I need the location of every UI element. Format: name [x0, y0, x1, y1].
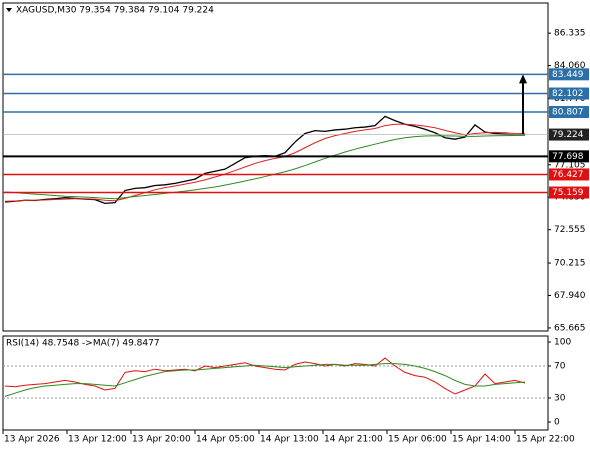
last-price-label: 79.224 [552, 130, 584, 140]
series-line [4, 357, 526, 395]
y-tick-label: 86.335 [554, 29, 586, 39]
level-label-bg [549, 68, 589, 81]
x-tick-label: 15 Apr 14:00 [452, 435, 511, 445]
level-label-bg [549, 186, 589, 199]
y-tick-label: 100 [554, 338, 571, 348]
y-tick-label: 0 [554, 418, 560, 428]
y-tick-label: 72.555 [554, 225, 586, 235]
level-label: 77.698 [552, 152, 584, 162]
level-label-bg [549, 105, 589, 118]
level-label-bg [549, 150, 589, 163]
level-label-bg [549, 87, 589, 100]
y-tick-label: 65.665 [554, 323, 586, 333]
rsi-frame [2, 335, 549, 431]
series-line [4, 134, 526, 200]
level-label: 83.449 [552, 70, 584, 80]
x-tick-label: 15 Apr 06:00 [388, 435, 447, 445]
y-tick-label: 70 [554, 362, 566, 372]
y-tick-label: 67.940 [554, 291, 586, 301]
y-tick-label: 30 [554, 394, 566, 404]
series-line [4, 115, 526, 205]
chart-title: XAGUSD,M30 79.354 79.384 79.104 79.224 [16, 6, 214, 16]
series-line [4, 123, 526, 202]
x-tick-label: 14 Apr 13:00 [260, 435, 319, 445]
last-price-bg [549, 128, 589, 141]
level-label: 82.102 [552, 89, 584, 99]
level-label: 76.427 [552, 170, 584, 180]
x-tick-label: 13 Apr 12:00 [68, 435, 127, 445]
x-tick-label: 15 Apr 22:00 [516, 435, 575, 445]
x-tick-label: 14 Apr 05:00 [196, 435, 255, 445]
rsi-title: RSI(14) 48.7548 ->MA(7) 49.8477 [6, 339, 160, 349]
x-tick-label: 13 Apr 2026 [4, 435, 60, 445]
price-frame [2, 2, 549, 332]
y-tick-label: 84.060 [554, 61, 586, 71]
x-tick-label: 14 Apr 21:00 [324, 435, 383, 445]
x-tick-label: 13 Apr 20:00 [132, 435, 191, 445]
level-label-bg [549, 168, 589, 181]
y-tick-label: 77.105 [554, 160, 586, 170]
level-label: 75.159 [552, 188, 584, 198]
level-label: 80.807 [552, 107, 584, 117]
menu-icon [6, 8, 12, 12]
y-tick-label: 70.215 [554, 259, 586, 269]
arrow-head [519, 74, 527, 84]
series-line [4, 363, 526, 397]
